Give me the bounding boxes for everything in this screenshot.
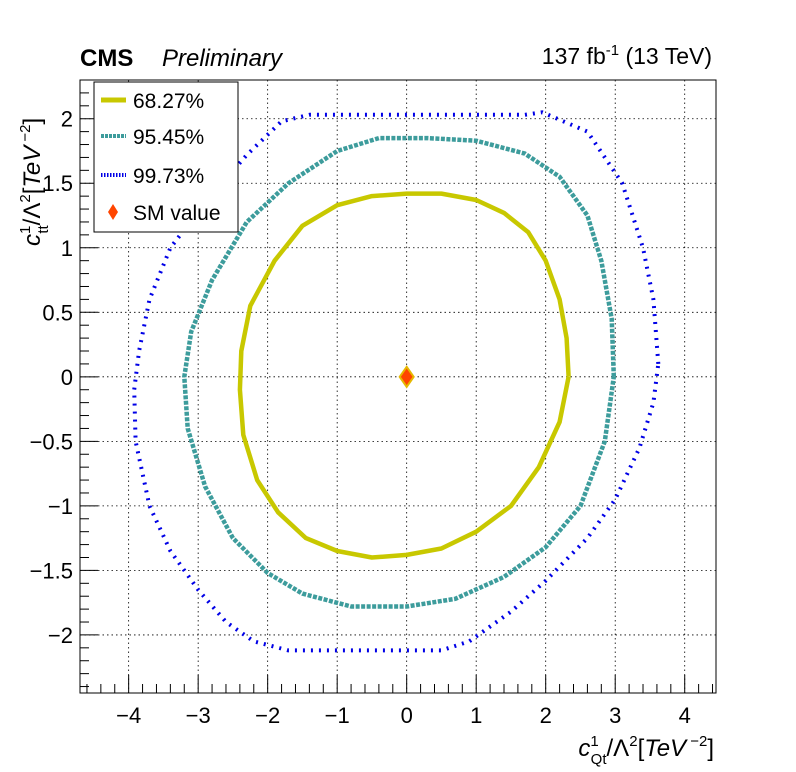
y-tick-label: 0 [61,365,73,390]
y-tick-label: −0.5 [30,429,73,454]
sm-markers [398,365,415,389]
lumi-prefix: 137 fb [542,43,606,69]
y-tick-label: −1.5 [30,558,73,583]
y-tick-label: 2 [61,107,73,132]
legend: 68.27% 95.45% 99.73% SM value [93,81,239,233]
legend-label-sm: SM value [133,202,221,225]
y-axis-title: c1tt/Λ2[TeV −2] [17,118,52,246]
axis-ticks [80,92,714,693]
x-tick-label: −3 [186,703,211,728]
x-tick-label: 1 [470,703,482,728]
y-tick-label: 0.5 [42,300,73,325]
lumi-exponent: -1 [606,42,619,59]
legend-box [93,81,239,233]
legend-label-95: 95.45% [133,126,204,149]
plot-frame [79,79,717,694]
x-axis-title: c1 Qt/Λ2[TeV −2] [578,733,714,768]
x-tick-label: −1 [325,703,350,728]
legend-swatch-sm [108,204,118,220]
y-tick-label: −1 [48,494,73,519]
sm-value-marker [398,365,415,389]
lumi-label: 137 fb-1 (13 TeV) [542,42,712,69]
x-tick-label: −4 [116,703,141,728]
status-label: Preliminary [162,45,284,72]
x-tick-label: 2 [540,703,552,728]
contour-68-27 [237,191,571,560]
x-tick-label: 3 [609,703,621,728]
contour-99-73 [132,110,661,653]
legend-label-99: 99.73% [133,165,204,188]
x-tick-label: 0 [401,703,413,728]
contour-95-45 [182,135,617,609]
y-tick-label: 1 [61,236,73,261]
y-tick-label: −2 [48,623,73,648]
x-tick-label: −2 [255,703,280,728]
tick-labels: −4 −3 −2 −1 0 1 2 3 4 −2 −1.5 −1 −0.5 0 0.5 1 1.5 2 [30,107,691,728]
x-tick-label: 4 [679,703,691,728]
legend-label-68: 68.27% [133,90,204,113]
experiment-label: CMS [80,45,133,72]
y-tick-label: 1.5 [42,171,73,196]
lumi-suffix: (13 TeV) [619,43,712,69]
contour-series [132,110,661,653]
